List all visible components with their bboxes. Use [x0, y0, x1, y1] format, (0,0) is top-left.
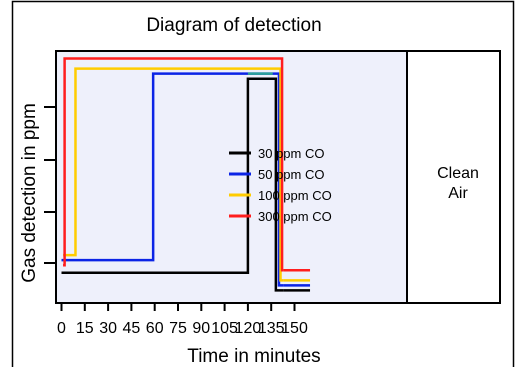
series-1: [61, 77, 311, 292]
x-tick-label: 90: [192, 320, 210, 337]
x-tick-label: 45: [123, 320, 141, 337]
x-tick-label: 120: [235, 320, 262, 337]
series-3: [63, 67, 311, 282]
series-layer: [61, 57, 311, 292]
x-tick-label: 135: [258, 320, 285, 337]
y-ticks: [44, 106, 56, 264]
legend-item: 30 ppm CO: [229, 146, 324, 161]
x-tick-label: 0: [57, 320, 66, 337]
legend-item: 100 ppm CO: [229, 188, 332, 203]
clean-air-label-line1: Clean: [437, 165, 479, 182]
x-tick-label: 60: [146, 320, 164, 337]
legend: 30 ppm CO 50 ppm CO 100 ppm CO 300 ppm CO: [229, 146, 332, 224]
outer-border: [11, 0, 515, 367]
x-tick-label: 150: [281, 320, 308, 337]
series-4: [63, 57, 311, 272]
x-tick-label: 75: [169, 320, 187, 337]
legend-label: 30 ppm CO: [258, 146, 324, 161]
x-tick-label: 105: [211, 320, 238, 337]
legend-item: 300 ppm CO: [229, 209, 332, 224]
legend-label: 300 ppm CO: [258, 209, 332, 224]
x-tick-label: 15: [76, 320, 94, 337]
legend-item: 50 ppm CO: [229, 167, 324, 182]
x-axis-label: Time in minutes: [187, 346, 320, 367]
series-line: [63, 67, 284, 282]
y-axis-label: Gas detection in ppm: [19, 103, 40, 283]
clean-air-label-line2: Air: [448, 185, 468, 202]
x-tick-label: 30: [99, 320, 117, 337]
legend-label: 50 ppm CO: [258, 167, 324, 182]
series-line: [61, 72, 284, 287]
chart-title: Diagram of detection: [146, 15, 321, 36]
series-2: [61, 72, 311, 287]
legend-label: 100 ppm CO: [258, 188, 332, 203]
plot-background: [56, 51, 407, 303]
series-line: [63, 57, 284, 272]
plot-border: [55, 50, 501, 304]
series-line: [61, 77, 284, 292]
